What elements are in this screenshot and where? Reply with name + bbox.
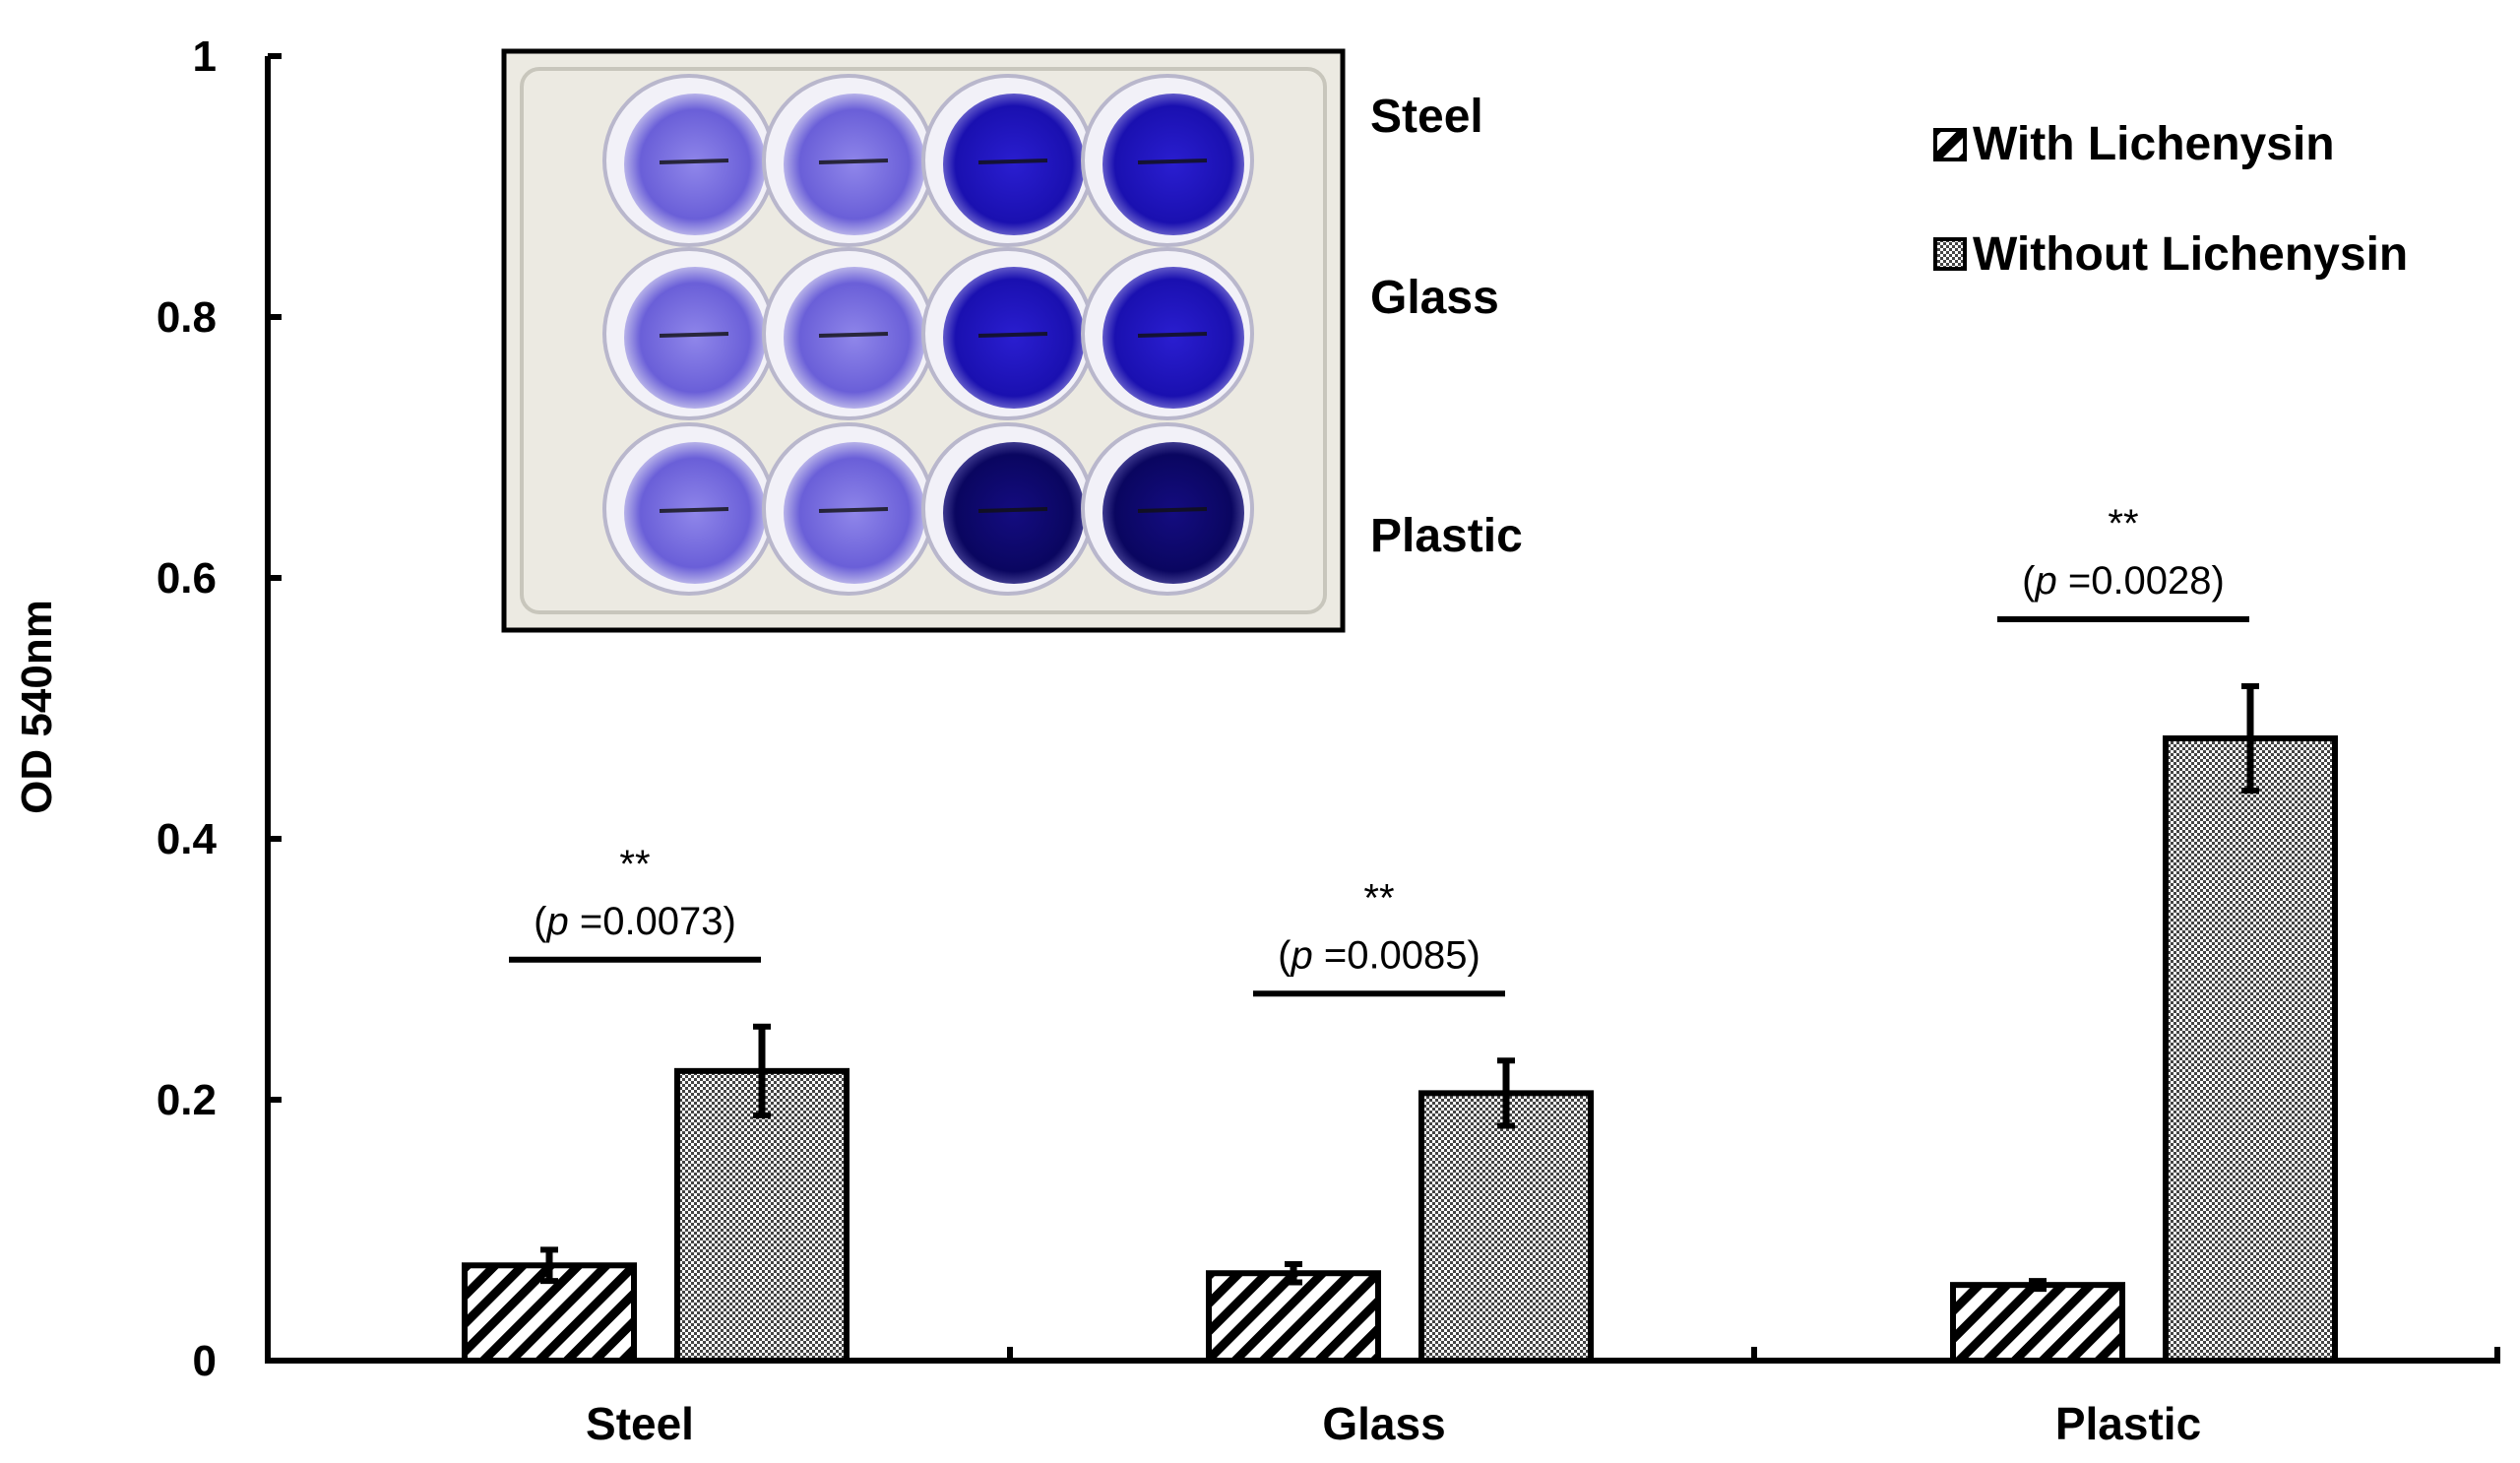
coupon-strip (977, 332, 1048, 338)
inset-plate-photo (501, 48, 1346, 633)
y-tick-label: 0.4 (157, 815, 218, 863)
p-value-label: (p =0.0073) (534, 900, 736, 943)
bars-group (462, 682, 2338, 1365)
inset-label-plastic: Plastic (1370, 510, 1523, 562)
legend-swatch-without-lichenysin (1933, 237, 1967, 271)
bar (1206, 1270, 1381, 1364)
well (943, 267, 1085, 409)
legend-item-without-lichenysin: Without Lichenysin (1933, 228, 2408, 281)
axes: 0 0.2 0.4 0.6 0.8 1 Steel Glass Plastic (157, 32, 2500, 1449)
x-tick-label: Glass (1322, 1398, 1445, 1449)
y-tick-label: 0.6 (157, 554, 217, 603)
y-tick-label: 0.2 (157, 1076, 217, 1124)
coupon-strip (659, 159, 729, 164)
coupon-strip (659, 332, 729, 338)
coupon-strip (977, 159, 1048, 164)
well (943, 442, 1085, 584)
coupon-strip (818, 507, 889, 513)
coupon-strip (818, 332, 889, 338)
well (1102, 94, 1244, 235)
significance-stars: ** (1363, 876, 1394, 920)
legend: With Lichenysin Without Lichenysin (1933, 118, 2408, 281)
x-tick-label: Steel (586, 1398, 694, 1449)
legend-label-without-lichenysin: Without Lichenysin (1973, 228, 2408, 281)
legend-label-with-lichenysin: With Lichenysin (1973, 118, 2335, 170)
legend-swatch-with-lichenysin (1933, 128, 1967, 161)
bar (2163, 734, 2338, 1364)
y-axis-title: OD 540nm (13, 600, 61, 814)
y-tick-label: 0 (193, 1337, 217, 1385)
well (784, 94, 925, 235)
coupon-strip (1137, 507, 1208, 513)
well (624, 267, 766, 409)
bar (1950, 1282, 2125, 1365)
inset-wells (602, 74, 1254, 596)
p-value-label: (p =0.0028) (2022, 559, 2225, 603)
coupon-strip (818, 159, 889, 164)
well (1102, 267, 1244, 409)
well (624, 442, 766, 584)
inset-plate-rim (520, 67, 1327, 614)
x-tick-label: Plastic (2055, 1398, 2201, 1449)
inset-label-glass: Glass (1370, 272, 1499, 324)
coupon-strip (977, 507, 1048, 513)
significance-stars: ** (2108, 502, 2138, 545)
y-tick-label: 1 (193, 32, 217, 81)
bar (1418, 1090, 1594, 1364)
well (784, 442, 925, 584)
p-value-label: (p =0.0085) (1278, 933, 1480, 977)
coupon-strip (1137, 159, 1208, 164)
inset-label-steel: Steel (1370, 91, 1483, 143)
well (784, 267, 925, 409)
significance-stars: ** (619, 843, 650, 886)
coupon-strip (659, 507, 729, 513)
bar (674, 1067, 850, 1364)
coupon-strip (1137, 332, 1208, 338)
legend-item-with-lichenysin: With Lichenysin (1933, 118, 2335, 170)
y-tick-label: 0.8 (157, 293, 217, 342)
well (624, 94, 766, 235)
well (943, 94, 1085, 235)
significance-annotations: ** (p =0.0073) ** (p =0.0085) ** (p =0.0028) (509, 502, 2249, 997)
well (1102, 442, 1244, 584)
